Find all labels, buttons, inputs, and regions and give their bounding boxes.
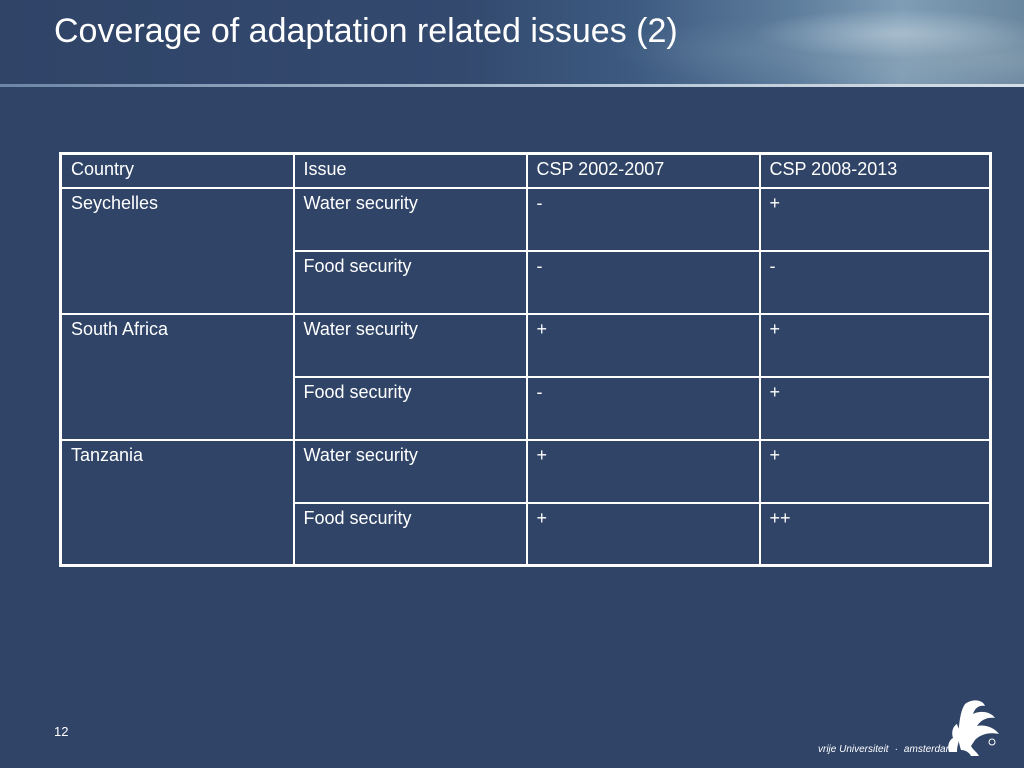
csp-2002-2007-cell: + <box>525 312 761 378</box>
csp-2002-2007-cell: - <box>525 186 761 252</box>
university-name-part2: amsterdam <box>903 744 954 755</box>
country-cell: South Africa <box>59 312 295 441</box>
csp-2002-2007-cell: + <box>525 438 761 504</box>
csp-2008-2013-cell: + <box>758 312 992 378</box>
slide-title: Coverage of adaptation related issues (2… <box>54 12 678 50</box>
university-name: vrije Universiteit · amsterdam <box>818 744 954 755</box>
csp-2002-2007-cell: + <box>525 501 761 567</box>
country-cell: Seychelles <box>59 186 295 315</box>
csp-2002-2007-cell: - <box>525 375 761 441</box>
issue-cell: Food security <box>292 375 528 441</box>
header-issue: Issue <box>292 152 528 189</box>
table-row: Food security - - <box>61 249 992 315</box>
header-banner <box>0 0 1024 84</box>
issue-cell: Food security <box>292 249 528 315</box>
issue-cell: Water security <box>292 312 528 378</box>
university-name-part1: vrije Universiteit <box>818 744 889 755</box>
table-row: Seychelles Water security - + <box>59 186 992 315</box>
header-divider <box>0 84 1024 87</box>
csp-2008-2013-cell: + <box>758 438 992 504</box>
table-row: Food security + ++ <box>61 501 992 567</box>
csp-2008-2013-cell: - <box>758 249 992 315</box>
page-number: 12 <box>54 724 69 739</box>
csp-2008-2013-cell: + <box>758 375 992 441</box>
coverage-table: Country Issue CSP 2002-2007 CSP 2008-201… <box>59 152 992 567</box>
header-country: Country <box>59 152 295 189</box>
issue-cell: Water security <box>292 438 528 504</box>
csp-2002-2007-cell: - <box>525 249 761 315</box>
griffin-logo-icon <box>948 700 999 756</box>
header-csp-2002-2007: CSP 2002-2007 <box>525 152 761 189</box>
table-header-row: Country Issue CSP 2002-2007 CSP 2008-201… <box>59 152 992 189</box>
country-cell: Tanzania <box>59 438 295 567</box>
table-row: South Africa Water security + + <box>59 312 992 441</box>
csp-2008-2013-cell: ++ <box>758 501 992 567</box>
header-csp-2008-2013: CSP 2008-2013 <box>758 152 992 189</box>
issue-cell: Water security <box>292 186 528 252</box>
satellite-image-texture <box>604 0 1024 84</box>
issue-cell: Food security <box>292 501 528 567</box>
table-row: Tanzania Water security + + <box>59 438 992 567</box>
csp-2008-2013-cell: + <box>758 186 992 252</box>
table-row: Food security - + <box>61 375 992 441</box>
